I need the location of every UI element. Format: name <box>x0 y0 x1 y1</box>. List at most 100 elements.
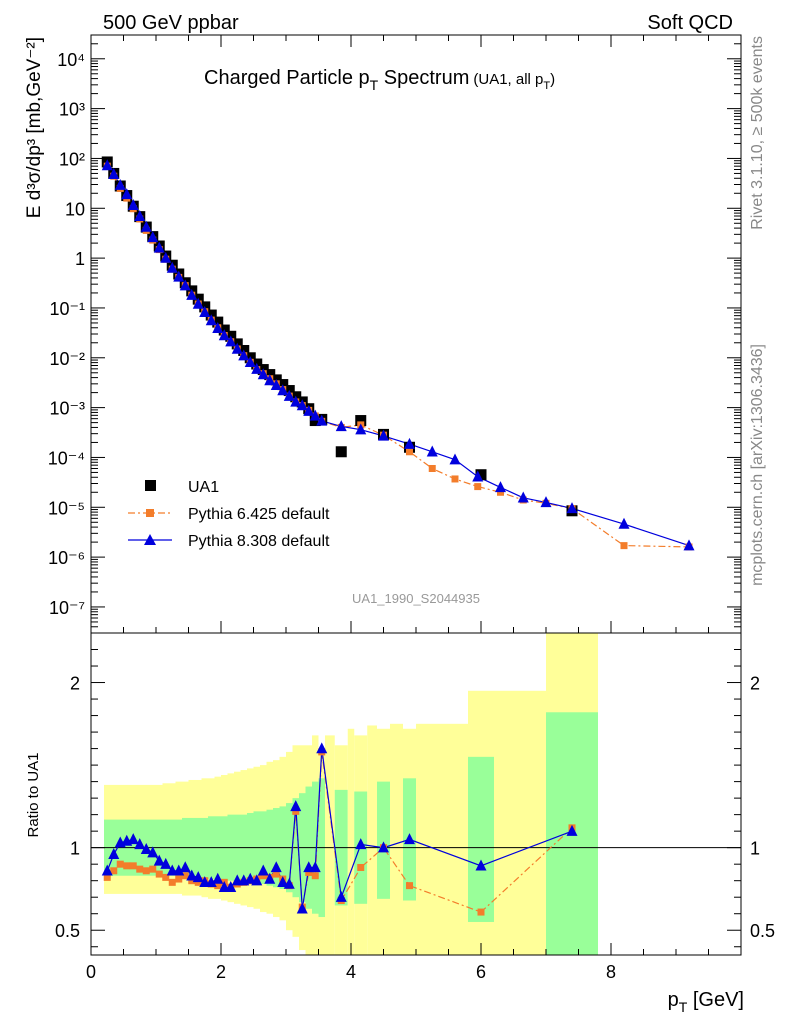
spectrum-point-pythia8 <box>114 178 126 190</box>
ratio-point-pythia8 <box>309 861 321 873</box>
spectrum-point-pythia8 <box>134 210 146 222</box>
ratio-point-pythia8 <box>316 742 328 754</box>
ratio-point-pythia8 <box>244 872 256 884</box>
spectrum-point-pythia8 <box>160 251 172 263</box>
header-right-label: Soft QCD <box>647 12 733 34</box>
spectrum-point-pythia8 <box>231 342 243 354</box>
ratio-point-pythia8 <box>147 846 159 858</box>
ratio-band-outer <box>367 725 377 955</box>
y-tick-label-spectrum: 1 <box>75 249 85 269</box>
ratio-point-pythia8 <box>335 890 347 902</box>
ratio-point-pythia8 <box>127 833 139 845</box>
spectrum-point-pythia8 <box>316 414 328 426</box>
y-tick-label-ratio-right: 1 <box>750 839 760 859</box>
spectrum-point-pythia8 <box>225 335 237 347</box>
ratio-point-pythia8 <box>225 881 237 892</box>
chart-title: Charged Particle pT Spectrum (UA1, all pT… <box>204 67 555 93</box>
spectrum-point-pythia8 <box>683 539 695 551</box>
y-tick-label-ratio: 0.5 <box>55 921 80 941</box>
ratio-point-pythia6 <box>142 867 150 875</box>
spectrum-point-pythia8 <box>153 241 165 253</box>
spectrum-point-pythia8 <box>238 349 250 361</box>
ratio-point-pythia6 <box>175 875 183 883</box>
ratio-point-pythia6 <box>194 878 202 886</box>
ratio-point-pythia8 <box>134 838 146 850</box>
ratio-point-pythia6 <box>103 873 111 881</box>
ratio-point-pythia6 <box>188 877 196 885</box>
x-tick-label: 0 <box>86 962 96 982</box>
spectrum-point-pythia8 <box>335 420 347 432</box>
spectrum-point-pythia8 <box>449 453 461 465</box>
spectrum-point-pythia8 <box>192 297 204 309</box>
x-tick-label: 2 <box>216 962 226 982</box>
spectrum-point-pythia8 <box>290 395 302 407</box>
y-tick-label-spectrum: 10⁻¹ <box>49 299 85 319</box>
ratio-point-pythia6 <box>292 807 300 815</box>
x-tick-label: 4 <box>346 962 356 982</box>
spectrum-point-pythia8 <box>101 159 113 171</box>
y-tick-label-spectrum: 10⁻⁴ <box>48 448 85 468</box>
ratio-point-pythia6 <box>123 862 131 870</box>
legend-label-pythia8: Pythia 8.308 default <box>188 533 330 550</box>
spectrum-point-pythia8 <box>426 445 438 457</box>
legend-marker-ua1 <box>145 480 156 491</box>
spectrum-series-points <box>101 156 695 551</box>
y-tick-label-spectrum: 10² <box>59 149 85 169</box>
ratio-point-pythia8 <box>277 876 289 888</box>
ratio-point-pythia6 <box>149 865 157 873</box>
ratio-point-pythia6 <box>477 908 485 916</box>
spectrum-point-pythia8 <box>283 389 295 401</box>
spectrum-point-pythia8 <box>517 491 529 503</box>
y-tick-label-spectrum: 10⁻⁷ <box>49 598 85 618</box>
ratio-point-pythia6 <box>259 872 267 880</box>
spectrum-point-pythia8 <box>218 329 230 341</box>
rivet-version-label: Rivet 3.1.10, ≥ 500k events <box>749 36 766 230</box>
spectrum-point-pythia8 <box>472 470 484 482</box>
ratio-point-pythia8 <box>475 859 487 871</box>
spectrum-point-pythia6 <box>474 483 482 491</box>
ratio-point-pythia8 <box>212 872 224 884</box>
spectrum-point-pythia8 <box>277 384 289 396</box>
y-tick-label-spectrum: 10 <box>65 199 85 219</box>
spectrum-point-ua1 <box>475 469 487 481</box>
ratio-point-pythia8 <box>251 874 263 886</box>
spectrum-point-pythia8 <box>199 305 211 317</box>
spectrum-point-pythia8 <box>108 168 120 180</box>
ratio-band-outer <box>494 690 546 955</box>
header-left-label: 500 GeV ppbar <box>103 12 239 34</box>
ratio-band-outer <box>325 735 335 955</box>
ratio-point-pythia8 <box>378 841 389 853</box>
ratio-point-pythia8 <box>264 872 276 884</box>
spectrum-point-pythia6 <box>406 448 413 456</box>
axes: 0 2 4 6 8 10⁴ 10³ 10² 10 1 10⁻¹ 10⁻² 10⁻³ 10⁻⁴ 10⁻⁵ 10⁻… <box>48 35 775 982</box>
y-tick-label-spectrum: 10³ <box>59 100 85 120</box>
spectrum-point-pythia8 <box>540 496 552 508</box>
ratio-point-pythia8 <box>355 838 367 850</box>
spectrum-point-pythia8 <box>495 481 506 493</box>
ratio-point-pythia6 <box>129 862 137 870</box>
spectrum-point-pythia8 <box>186 288 198 300</box>
ratio-point-pythia8 <box>179 861 191 873</box>
spectrum-point-pythia8 <box>173 270 185 282</box>
spectrum-point-pythia6 <box>620 542 628 550</box>
ratio-band-outer <box>390 723 403 955</box>
y-axis-title-ratio: Ratio to UA1 <box>25 752 42 837</box>
ratio-point-pythia6 <box>311 872 319 880</box>
ratio-point-pythia6 <box>357 863 365 871</box>
ratio-point-pythia8 <box>283 877 295 889</box>
legend-marker-pythia8 <box>144 534 156 545</box>
spectrum-point-pythia8 <box>355 423 367 435</box>
ratio-point-pythia6 <box>305 868 313 876</box>
spectrum-point-pythia8 <box>296 399 308 411</box>
ratio-point-pythia8 <box>296 902 308 914</box>
y-tick-label-ratio: 2 <box>70 674 80 694</box>
spectrum-point-pythia8 <box>618 517 630 529</box>
y-tick-label-ratio-right: 0.5 <box>750 921 775 941</box>
ratio-point-pythia6 <box>168 878 176 886</box>
ratio-point-pythia8 <box>205 876 217 888</box>
ratio-point-pythia8 <box>566 824 578 836</box>
spectrum-point-pythia6 <box>497 488 504 496</box>
y-axis-title-spectrum: E d³σ/dp³ [mb,GeV⁻²] <box>24 37 45 218</box>
spectrum-point-pythia8 <box>127 198 139 210</box>
